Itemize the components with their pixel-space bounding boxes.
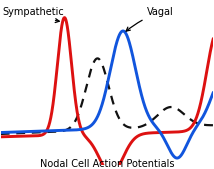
Text: Nodal Cell Action Potentials: Nodal Cell Action Potentials	[40, 159, 174, 169]
Text: Sympathetic: Sympathetic	[3, 7, 65, 22]
Text: Vagal: Vagal	[126, 7, 174, 31]
